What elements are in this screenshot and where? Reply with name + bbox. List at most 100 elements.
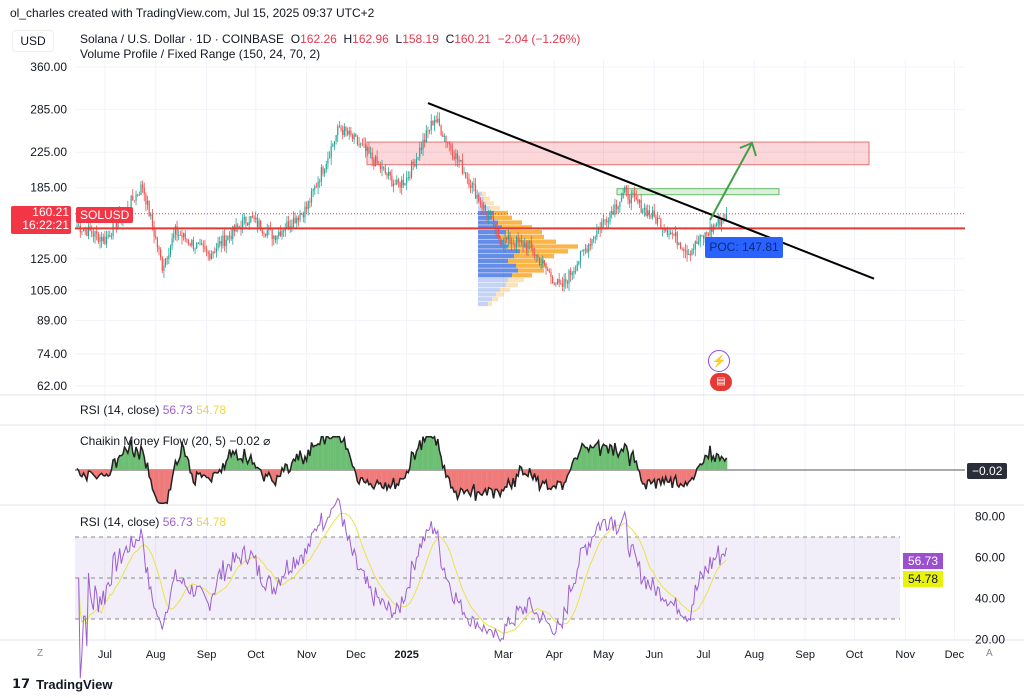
candle-body (222, 235, 224, 246)
candle-body (265, 233, 267, 236)
candle-body (645, 207, 647, 217)
volume-profile-down-bar (498, 220, 522, 225)
candle-body (309, 201, 311, 203)
auto-scale-a-button[interactable]: A (986, 648, 993, 659)
candle-body (658, 217, 660, 219)
candle-body (450, 144, 452, 150)
candle-body (538, 257, 541, 266)
candle-body (492, 218, 495, 229)
candle-body (312, 189, 314, 191)
candle-body (670, 232, 672, 235)
volume-profile-up-bar (478, 273, 512, 278)
candle-body (545, 263, 547, 269)
x-tick-label: Oct (247, 649, 264, 661)
cmf-legend[interactable]: Chaikin Money Flow (20, 5) −0.02 ⌀ (80, 434, 270, 448)
candle-body (642, 210, 644, 213)
candle-body (697, 241, 700, 245)
candle-body (520, 239, 523, 241)
volume-profile-down-bar (486, 201, 494, 206)
candle-body (568, 270, 570, 284)
x-tick-label: Nov (297, 649, 317, 661)
currency-button[interactable]: USD (12, 30, 54, 52)
x-tick-label: Jul (98, 649, 112, 661)
candle-body (479, 201, 482, 204)
volume-profile-down-bar (494, 210, 508, 216)
candle-body (115, 219, 117, 229)
footer-brand: 𝟭𝟳 TradingView (12, 676, 112, 692)
candle-body (484, 205, 486, 212)
x-tick-label: Jun (645, 649, 663, 661)
candle-body (716, 224, 718, 227)
candle-body (402, 179, 404, 185)
candle-body (579, 251, 582, 262)
candle-body (622, 192, 624, 198)
candle-body (427, 130, 429, 132)
volume-profile-up-bar (478, 258, 508, 264)
low-value: 158.19 (402, 32, 439, 46)
flag-icon[interactable]: ▤ (710, 373, 732, 391)
x-tick-label: Oct (846, 649, 863, 661)
candle-body (494, 224, 496, 229)
candle-body (679, 243, 682, 249)
volume-profile-up-bar (478, 239, 504, 244)
y-tick-label: 360.00 (30, 60, 67, 74)
candle-body (343, 126, 345, 136)
candle-body (635, 196, 637, 200)
candle-body (502, 243, 504, 245)
candle-body (219, 241, 221, 244)
rsi-value: 56.73 (162, 403, 193, 417)
candle-body (391, 175, 393, 187)
candle-body (361, 143, 363, 145)
candle-body (304, 206, 306, 218)
candle-body (273, 235, 275, 240)
candle-body (507, 235, 509, 240)
candle-body (366, 147, 368, 151)
candle-body (717, 217, 719, 225)
candle-body (183, 233, 185, 238)
candle-body (696, 241, 698, 245)
candle-body (383, 166, 385, 168)
y-tick-label: 89.00 (37, 313, 67, 327)
auto-scale-z-button[interactable]: Z (37, 648, 44, 659)
rsi-legend[interactable]: RSI (14, close) 56.73 54.78 (80, 515, 226, 529)
candle-body (158, 247, 160, 250)
candle-body (153, 226, 155, 237)
candle-body (310, 190, 313, 203)
lightning-icon[interactable]: ⚡ (708, 350, 730, 372)
candle-body (578, 261, 580, 265)
candle-body (542, 260, 544, 264)
candle-body (379, 164, 381, 170)
candle-body (227, 235, 229, 240)
x-tick-label: Aug (745, 649, 765, 661)
candle-body (287, 221, 290, 229)
candle-body (151, 214, 154, 227)
candle-body (694, 241, 696, 250)
hide-icon[interactable]: ⌀ (263, 434, 271, 448)
volume-profile-down-bar (508, 244, 578, 249)
candle-body (92, 234, 94, 237)
volume-profile-legend[interactable]: Volume Profile / Fixed Range (150, 24, 7… (80, 47, 321, 61)
volume-profile-down-bar (492, 297, 498, 302)
symbol-name[interactable]: Solana / U.S. Dollar · 1D · COINBASE (80, 32, 285, 46)
y-tick-label: 62.00 (37, 379, 67, 393)
candle-body (320, 167, 322, 182)
candle-body (237, 224, 239, 227)
symbol-legend: Solana / U.S. Dollar · 1D · COINBASE O16… (80, 32, 580, 62)
candle-body (138, 194, 140, 196)
candle-body (489, 215, 491, 217)
candle-body (650, 214, 652, 218)
candle-body (238, 226, 240, 228)
candle-body (84, 229, 86, 231)
low-label: L (395, 32, 403, 46)
candle-body (601, 222, 603, 230)
rsi-collapsed-legend[interactable]: RSI (14, close) 56.73 54.78 (80, 403, 226, 417)
candle-body (292, 217, 295, 228)
candle-body (725, 213, 728, 220)
candle-body (460, 160, 462, 162)
candle-body (150, 214, 152, 216)
candle-body (174, 226, 176, 235)
candle-body (558, 279, 560, 284)
x-tick-label: Aug (146, 649, 166, 661)
volume-profile-up-bar (478, 301, 488, 307)
